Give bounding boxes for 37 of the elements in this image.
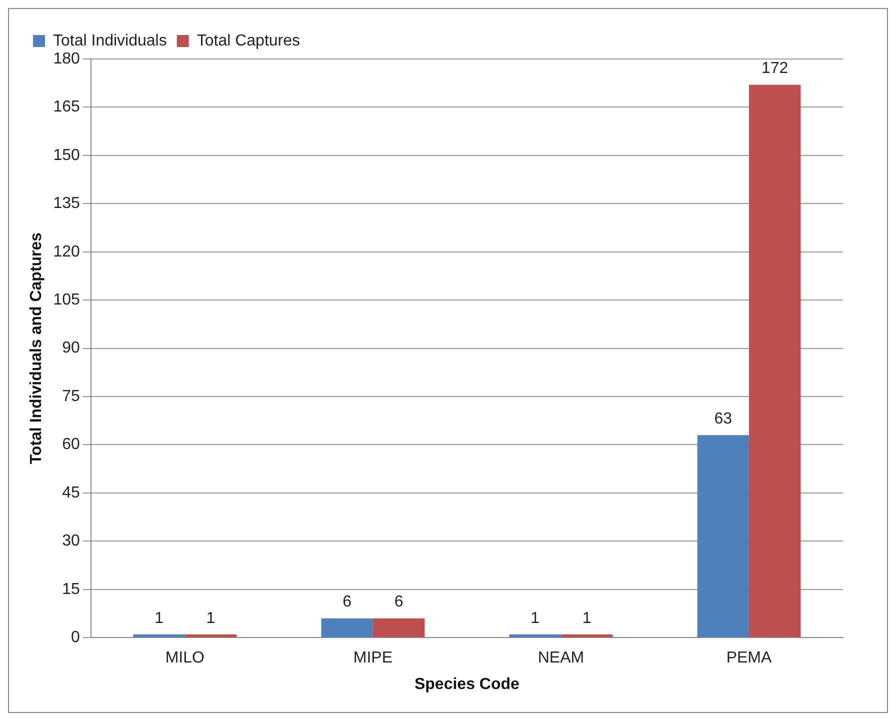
- y-tick-label: 30: [62, 532, 80, 550]
- data-label: 1: [154, 610, 164, 627]
- y-axis-title: Total Individuals and Captures: [28, 232, 46, 464]
- y-tick-label: 165: [53, 98, 80, 116]
- bar: [748, 84, 801, 638]
- bar: [697, 435, 749, 638]
- y-tick-label: 60: [62, 436, 80, 454]
- x-tick-label: MILO: [165, 650, 204, 667]
- bar: [509, 634, 561, 638]
- data-label: 172: [761, 60, 788, 78]
- y-tick-label: 135: [53, 195, 80, 212]
- bar: [133, 634, 185, 638]
- y-tick-label: 150: [53, 146, 80, 164]
- bar: [372, 618, 425, 638]
- data-label: 6: [342, 594, 352, 611]
- x-tick-label: PEMA: [726, 650, 772, 667]
- data-label: 6: [394, 594, 404, 611]
- y-tick-label: 105: [53, 291, 80, 308]
- y-tick-label: 90: [62, 340, 80, 357]
- bar: [184, 634, 237, 638]
- y-tick-label: 75: [62, 388, 80, 405]
- y-tick-label: 120: [53, 243, 80, 260]
- y-tick-label: 0: [70, 629, 80, 646]
- x-tick-label: NEAM: [538, 650, 584, 667]
- x-axis-title: Species Code: [414, 676, 520, 693]
- legend-label: Total Captures: [196, 32, 300, 50]
- data-label: 63: [714, 410, 732, 428]
- legend-label: Total Individuals: [53, 32, 167, 50]
- y-tick-label: 15: [62, 580, 80, 598]
- data-label: 1: [582, 610, 592, 627]
- y-tick-label: 180: [53, 50, 80, 68]
- y-tick-label: 45: [62, 484, 80, 502]
- data-label: 1: [530, 610, 540, 627]
- x-tick-label: MIPE: [353, 650, 392, 667]
- bar: [560, 634, 613, 638]
- bar: [321, 618, 373, 638]
- data-label: 1: [206, 610, 216, 627]
